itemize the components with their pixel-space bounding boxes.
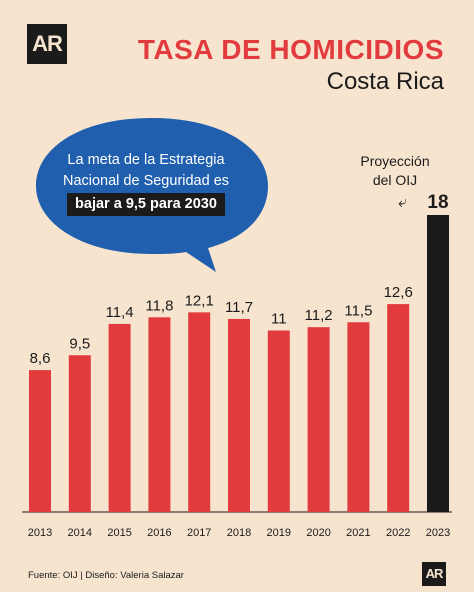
x-tick-2019: 2019 — [267, 527, 291, 539]
value-label-2020: 11,2 — [305, 307, 333, 324]
bar-2023 — [427, 215, 449, 512]
bar-2013 — [29, 370, 51, 512]
value-label-2016: 11,8 — [145, 297, 173, 314]
bar-2018 — [228, 318, 250, 512]
bar-2015 — [108, 323, 131, 512]
projection-note-line-2: del OIJ — [372, 172, 418, 188]
x-tick-2014: 2014 — [68, 527, 92, 539]
bar-2021 — [347, 322, 370, 512]
x-tick-2013: 2013 — [28, 527, 52, 539]
value-label-2013: 8,6 — [30, 350, 51, 367]
source-credit: Fuente: OIJ | Diseño: Valeria Salazar — [28, 570, 184, 581]
brand-logo-small: AR — [422, 562, 446, 586]
bar-2017 — [188, 312, 211, 512]
value-label-2022: 12,6 — [384, 284, 413, 301]
projection-note: Proyección del OIJ — [345, 152, 445, 190]
x-tick-2023: 2023 — [426, 527, 450, 539]
bubble-highlight: bajar a 9,5 para 2030 — [67, 193, 225, 216]
bubble-line-2: Nacional de Seguridad es — [62, 173, 230, 189]
value-label-2018: 11,7 — [225, 299, 253, 316]
value-label-2014: 9,5 — [69, 335, 90, 352]
value-label-2017: 12,1 — [185, 292, 214, 309]
x-tick-2015: 2015 — [107, 527, 131, 539]
chart-subtitle: Costa Rica — [326, 68, 444, 95]
x-tick-2016: 2016 — [147, 527, 171, 539]
bar-2016 — [148, 317, 171, 512]
bubble-text: La meta de la Estrategia Nacional de Seg… — [32, 150, 260, 216]
value-label-2021: 11,5 — [344, 302, 372, 319]
x-tick-2020: 2020 — [306, 527, 330, 539]
x-tick-2022: 2022 — [386, 527, 410, 539]
curved-arrow-icon: ⤶ — [398, 194, 407, 211]
x-tick-2018: 2018 — [227, 527, 251, 539]
value-label-2023: 18 — [427, 192, 448, 213]
bar-2014 — [68, 355, 91, 512]
bubble-line-1: La meta de la Estrategia — [67, 152, 225, 168]
bar-2020 — [307, 327, 330, 512]
projection-note-line-1: Proyección — [360, 153, 430, 169]
value-label-2015: 11,4 — [106, 304, 134, 321]
brand-logo: AR — [27, 24, 67, 64]
chart-title: TASA DE HOMICIDIOS — [137, 34, 444, 65]
bar-2019 — [267, 330, 290, 512]
value-label-2019: 11 — [271, 311, 287, 328]
x-tick-2017: 2017 — [187, 527, 211, 539]
x-tick-2021: 2021 — [346, 527, 370, 539]
bar-2022 — [387, 304, 410, 512]
